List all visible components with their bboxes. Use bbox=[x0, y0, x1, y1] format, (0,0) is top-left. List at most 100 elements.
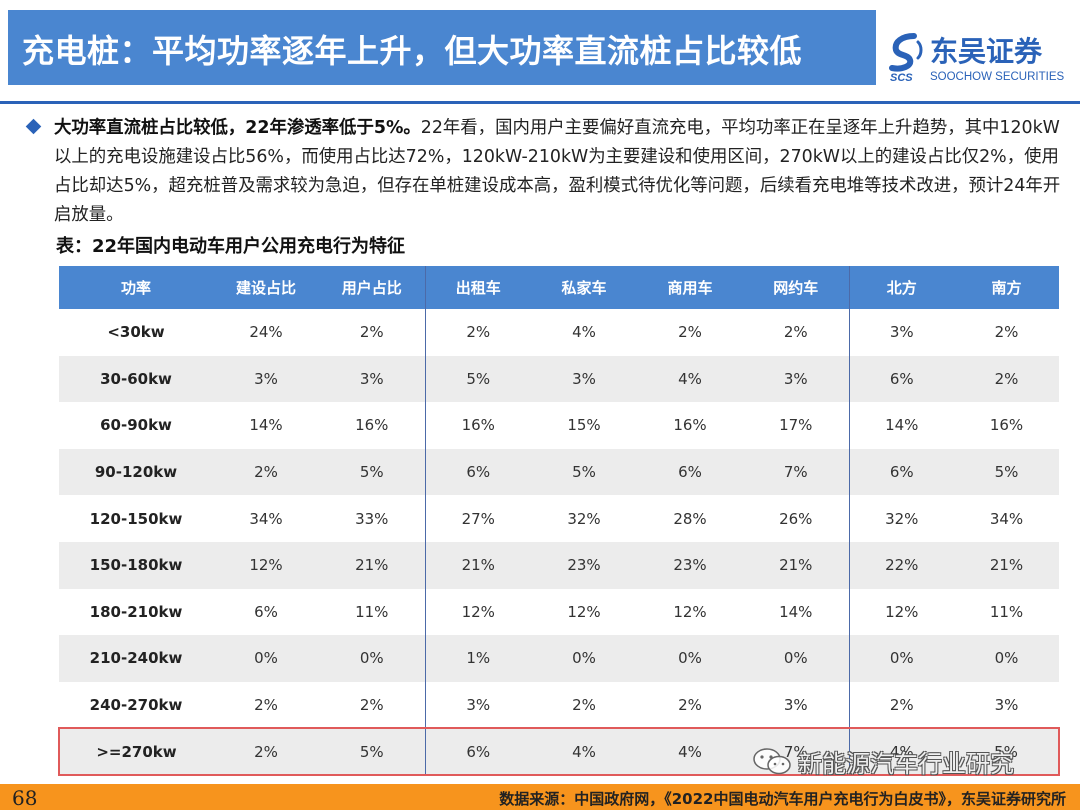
summary-lead: 大功率直流桩占比较低，22年渗透率低于5%。 bbox=[54, 118, 421, 138]
column-header: 南方 bbox=[954, 266, 1059, 309]
column-header: 出租车 bbox=[424, 266, 531, 309]
footer-bar: 68 数据来源：中国政府网，《2022中国电动汽车用户充电行为白皮书》，东吴证券… bbox=[0, 784, 1080, 810]
value-cell: 0% bbox=[213, 635, 319, 682]
value-cell: 2% bbox=[531, 681, 637, 729]
value-cell: 2% bbox=[213, 727, 319, 776]
page-title: 充电桩：平均功率逐年上升，但大功率直流桩占比较低 bbox=[22, 32, 803, 70]
column-header: 功率 bbox=[59, 266, 213, 309]
brand-logo: 东吴证券 SCS SOOCHOW SECURITIES bbox=[888, 30, 1068, 88]
column-header: 网约车 bbox=[743, 266, 849, 309]
table-row: <30kw 24% 2% 2% 4% 2% 2% 3% 2% bbox=[59, 309, 1059, 356]
value-cell: 5% bbox=[319, 448, 425, 496]
column-header: 商用车 bbox=[637, 266, 743, 309]
value-cell: 15% bbox=[531, 402, 637, 449]
value-cell: 3% bbox=[743, 681, 849, 729]
value-cell: 27% bbox=[424, 495, 531, 542]
value-cell: 23% bbox=[531, 541, 637, 589]
value-cell: 22% bbox=[848, 541, 954, 589]
value-cell: 21% bbox=[424, 541, 531, 589]
value-cell: 2% bbox=[848, 681, 954, 729]
value-cell: 2% bbox=[213, 681, 319, 729]
table-row: 90-120kw 2% 5% 6% 5% 6% 7% 6% 5% bbox=[59, 448, 1059, 496]
value-cell: 12% bbox=[424, 588, 531, 636]
value-cell: 3% bbox=[319, 355, 425, 403]
logo-chinese-name: 东吴证券 bbox=[930, 35, 1043, 68]
value-cell: 23% bbox=[637, 541, 743, 589]
value-cell: 5% bbox=[531, 448, 637, 496]
value-cell: 11% bbox=[954, 588, 1059, 636]
table-row: 150-180kw 12% 21% 21% 23% 23% 21% 22% 21% bbox=[59, 541, 1059, 589]
diamond-bullet-icon bbox=[25, 118, 42, 135]
value-cell: 32% bbox=[531, 495, 637, 542]
column-header: 用户占比 bbox=[319, 266, 425, 309]
value-cell: 0% bbox=[319, 635, 425, 682]
value-cell: 34% bbox=[213, 495, 319, 542]
value-cell: 3% bbox=[954, 681, 1059, 729]
table-header-row: 功率 建设占比 用户占比 出租车 私家车 商用车 网约车 北方 南方 bbox=[59, 266, 1059, 309]
value-cell: 2% bbox=[954, 309, 1059, 356]
value-cell: 2% bbox=[743, 309, 849, 356]
row-label-cell: >=270kw bbox=[58, 727, 213, 776]
value-cell: 6% bbox=[848, 448, 954, 496]
charging-behavior-table: 功率 建设占比 用户占比 出租车 私家车 商用车 网约车 北方 南方 <30kw… bbox=[58, 266, 1060, 776]
value-cell: 7% bbox=[743, 448, 849, 496]
value-cell: 2% bbox=[319, 309, 425, 356]
value-cell: 34% bbox=[954, 495, 1059, 542]
value-cell: 11% bbox=[319, 588, 425, 636]
value-cell: 3% bbox=[531, 355, 637, 403]
value-cell: 17% bbox=[743, 402, 849, 449]
source-note: 数据来源：中国政府网，《2022中国电动汽车用户充电行为白皮书》，东吴证券研究所 bbox=[499, 790, 1066, 808]
row-label-cell: 150-180kw bbox=[59, 541, 213, 589]
value-cell: 0% bbox=[531, 635, 637, 682]
value-cell: 2% bbox=[424, 309, 531, 356]
logo-english-name: SOOCHOW SECURITIES bbox=[930, 71, 1065, 83]
value-cell: 4% bbox=[637, 727, 743, 776]
column-header: 私家车 bbox=[531, 266, 637, 309]
summary-bullet: 大功率直流桩占比较低，22年渗透率低于5%。22年看，国内用户主要偏好直流充电，… bbox=[25, 114, 1068, 230]
value-cell: 16% bbox=[424, 402, 531, 449]
table-row: 60-90kw 14% 16% 16% 15% 16% 17% 14% 16% bbox=[59, 402, 1059, 449]
value-cell: 26% bbox=[743, 495, 849, 542]
value-cell: 0% bbox=[954, 635, 1059, 682]
summary-body: 22年看，国内用户主要偏好直流充电，平均功率正在呈逐年上升趋势，其中120kW以… bbox=[54, 118, 1061, 225]
value-cell: 3% bbox=[213, 355, 319, 403]
value-cell: 2% bbox=[319, 681, 425, 729]
value-cell: 14% bbox=[848, 402, 954, 449]
value-cell: 6% bbox=[424, 448, 531, 496]
value-cell: 0% bbox=[848, 635, 954, 682]
wechat-icon bbox=[753, 748, 791, 775]
value-cell: 12% bbox=[213, 541, 319, 589]
wechat-watermark: 新能源汽车行业研究 bbox=[752, 740, 1052, 780]
row-label-cell: 240-270kw bbox=[59, 681, 213, 729]
value-cell: 33% bbox=[319, 495, 425, 542]
value-cell: 6% bbox=[213, 588, 319, 636]
table-row: 120-150kw 34% 33% 27% 32% 28% 26% 32% 34% bbox=[59, 495, 1059, 542]
value-cell: 0% bbox=[637, 635, 743, 682]
value-cell: 16% bbox=[637, 402, 743, 449]
value-cell: 6% bbox=[424, 727, 531, 776]
table-row: 180-210kw 6% 11% 12% 12% 12% 14% 12% 11% bbox=[59, 588, 1059, 636]
value-cell: 1% bbox=[424, 635, 531, 682]
table-row: 30-60kw 3% 3% 5% 3% 4% 3% 6% 2% bbox=[59, 355, 1059, 403]
logo-abbreviation: SCS bbox=[890, 72, 913, 84]
value-cell: 16% bbox=[954, 402, 1059, 449]
value-cell: 0% bbox=[743, 635, 849, 682]
column-header: 建设占比 bbox=[213, 266, 319, 309]
table-row: 210-240kw 0% 0% 1% 0% 0% 0% 0% 0% bbox=[59, 635, 1059, 682]
value-cell: 5% bbox=[424, 355, 531, 403]
title-bar: 充电桩：平均功率逐年上升，但大功率直流桩占比较低 bbox=[8, 10, 876, 85]
value-cell: 5% bbox=[954, 448, 1059, 496]
value-cell: 3% bbox=[743, 355, 849, 403]
value-cell: 2% bbox=[954, 355, 1059, 403]
value-cell: 2% bbox=[637, 681, 743, 729]
value-cell: 14% bbox=[213, 402, 319, 449]
row-label-cell: 60-90kw bbox=[59, 402, 213, 449]
row-label-cell: <30kw bbox=[59, 309, 213, 356]
row-label-cell: 180-210kw bbox=[59, 588, 213, 636]
page-number: 68 bbox=[12, 786, 38, 810]
value-cell: 21% bbox=[954, 541, 1059, 589]
row-label-cell: 90-120kw bbox=[59, 448, 213, 496]
value-cell: 5% bbox=[954, 727, 1060, 776]
value-cell: 12% bbox=[637, 588, 743, 636]
row-label-cell: 30-60kw bbox=[59, 355, 213, 403]
